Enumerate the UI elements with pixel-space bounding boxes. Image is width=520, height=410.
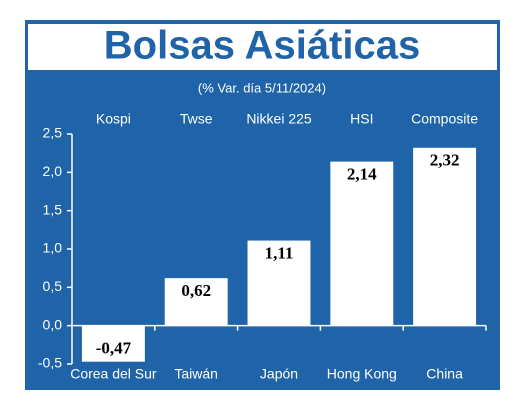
chart-subtitle: (% Var. día 5/11/2024) [198,80,326,95]
x-tick-label: Taiwán [174,366,218,382]
y-tick-label: 2,5 [43,125,63,141]
chart-title: Bolsas Asiáticas [104,24,420,68]
value-label: 1,11 [265,243,294,262]
index-name: Twse [180,111,213,127]
bar [81,325,145,362]
y-tick-label: 0,0 [43,316,63,332]
bar [330,161,394,326]
bar [164,278,228,326]
value-label: 2,14 [347,165,377,184]
y-tick-label: 0,5 [43,278,63,294]
y-tick-label: -0,5 [38,355,62,371]
x-tick-label: China [426,366,463,382]
y-tick-label: 2,0 [43,163,63,179]
title-box [28,24,497,70]
bar [413,147,477,326]
y-tick-label: 1,5 [43,201,63,217]
index-name: Kospi [96,111,131,127]
index-name: Nikkei 225 [246,111,312,127]
value-label: 0,62 [181,281,211,300]
value-label: -0,47 [96,339,132,358]
x-tick-label: Hong Kong [327,366,397,382]
y-tick-label: 1,0 [43,240,63,256]
x-tick-label: Japón [260,366,298,382]
bar [247,240,311,326]
x-tick-label: Corea del Sur [70,366,157,382]
index-name: HSI [350,111,373,127]
value-label: 2,32 [430,151,460,170]
index-name: Composite [411,111,478,127]
